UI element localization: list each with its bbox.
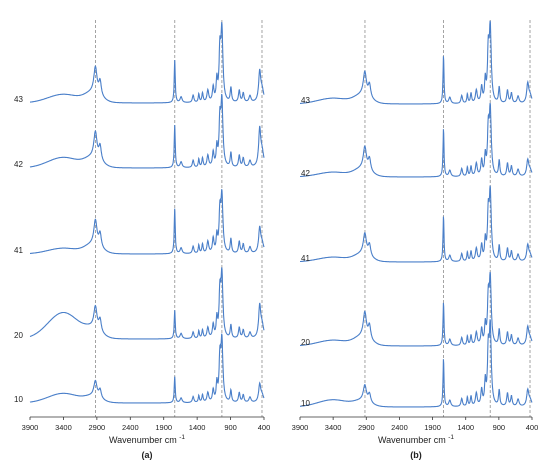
x-tick-label-3900: 3900 [292,423,309,432]
x-tick-label-2900: 2900 [89,423,106,432]
x-tick-label-2400: 2400 [122,423,139,432]
panel-label: (a) [142,450,153,460]
x-tick-label-2400: 2400 [391,423,408,432]
x-tick-label-1900: 1900 [155,423,172,432]
x-axis-unit-superscript: -1 [448,434,454,441]
x-axis-unit-superscript: -1 [179,434,185,441]
spectrum-line-41 [30,189,265,255]
panel-a: 43 42 41 20 10 3900 3400 2900 2400 1900 1400 900 400… [14,20,270,460]
series-label-42: 42 [301,169,310,178]
series-label-20: 20 [301,338,310,347]
x-tick-label-2900: 2900 [358,423,375,432]
spectrum-line-20 [300,271,533,347]
x-tick-label-3900: 3900 [22,423,39,432]
spectrum-line-42 [300,102,533,178]
x-tick-label-3400: 3400 [325,423,342,432]
x-tick-label-1400: 1400 [457,423,474,432]
spectrum-line-43 [300,20,533,105]
x-axis-label: Wavenumber cm -1 [378,434,454,445]
series-label-10: 10 [14,395,23,404]
panel-label: (b) [410,450,422,460]
x-tick-label-1900: 1900 [424,423,441,432]
spectrum-line-42 [29,93,265,169]
x-tick-label-400: 400 [258,423,271,432]
spectrum-line-41 [300,185,533,263]
x-axis-label: Wavenumber cm -1 [109,434,185,445]
x-tick-label-900: 900 [493,423,506,432]
series-label-10: 10 [301,399,310,408]
spectrum-line-10 [29,333,265,404]
panel-b: 43 42 41 20 10 3900 3400 2900 2400 1900 1400 900 400… [292,20,539,460]
x-tick-label-1400: 1400 [189,423,206,432]
series-label-43: 43 [301,96,310,105]
x-tick-label-3400: 3400 [55,423,72,432]
series-label-43: 43 [14,95,23,104]
spectrum-line-20 [29,267,265,340]
spectrum-line-43 [30,22,265,104]
x-tick-label-400: 400 [526,423,539,432]
series-label-42: 42 [14,160,23,169]
series-label-41: 41 [301,254,310,263]
x-tick-label-900: 900 [224,423,237,432]
spectrum-line-10 [300,319,533,408]
series-label-20: 20 [14,331,23,340]
series-label-41: 41 [14,246,23,255]
